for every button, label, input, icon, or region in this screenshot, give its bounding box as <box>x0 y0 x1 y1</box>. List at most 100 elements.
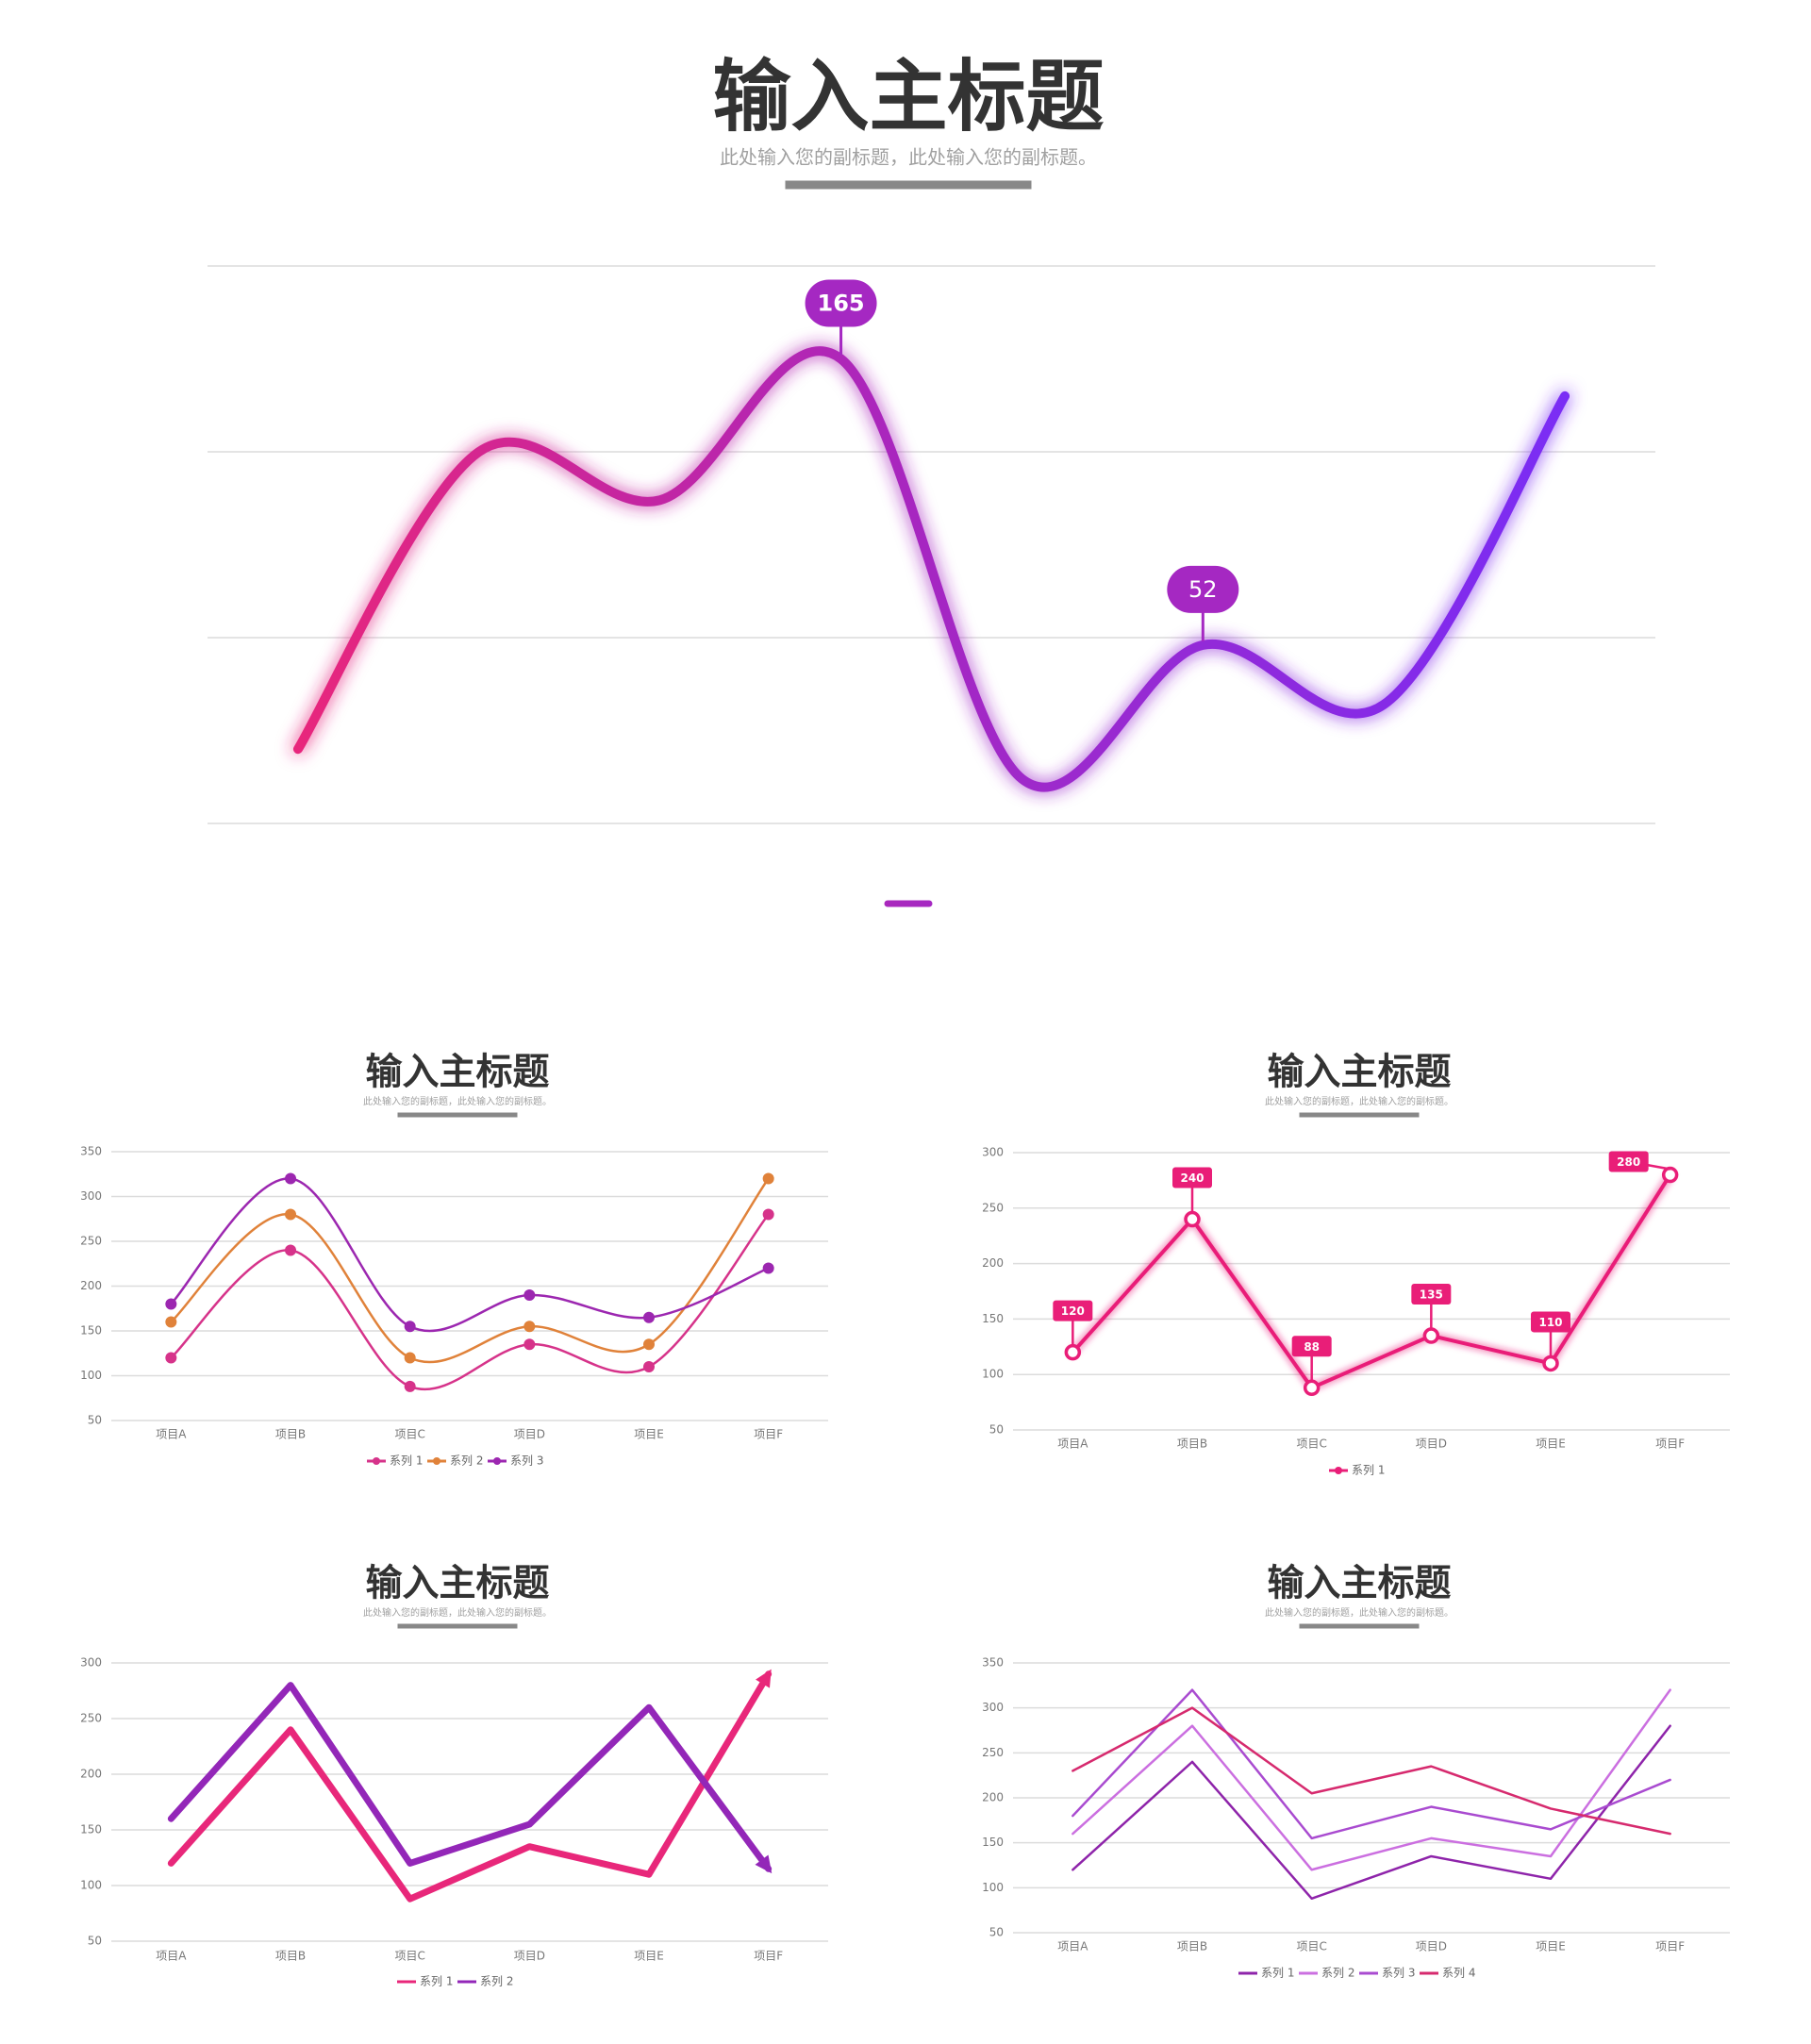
chart-title: 输入主标题 <box>1267 1563 1451 1605</box>
title-underline <box>1299 1112 1420 1118</box>
point-marker <box>523 1321 536 1333</box>
y-tick-label: 50 <box>88 1935 102 1948</box>
x-tick-label: 项目B <box>1177 1940 1207 1953</box>
point-marker <box>643 1311 655 1323</box>
chart-subtitle: 此处输入您的副标题，此处输入您的副标题。 <box>363 1095 552 1107</box>
title-underline <box>785 180 1032 190</box>
x-tick-label: 项目E <box>1536 1437 1566 1451</box>
chart-title: 输入主标题 <box>365 1563 549 1605</box>
x-tick-label: 项目F <box>1655 1940 1685 1953</box>
legend-dot <box>433 1457 440 1465</box>
chart-title: 输入主标题 <box>713 51 1105 142</box>
y-tick-label: 50 <box>989 1423 1004 1437</box>
legend-label: 系列 1 <box>420 1975 453 1988</box>
point-marker <box>165 1352 177 1364</box>
point-marker <box>762 1208 774 1221</box>
x-tick-label: 项目D <box>1416 1437 1447 1451</box>
x-tick-label: 项目C <box>394 1428 424 1441</box>
x-tick-label: 项目C <box>1296 1940 1326 1953</box>
point-marker <box>165 1298 177 1310</box>
y-tick-label: 100 <box>80 1879 102 1892</box>
y-tick-label: 200 <box>982 1791 1004 1804</box>
x-tick-label: 项目E <box>1536 1940 1566 1953</box>
data-label: 110 <box>1538 1316 1562 1329</box>
series-line <box>167 1682 773 1872</box>
x-tick-label: 项目B <box>275 1428 306 1441</box>
point-marker <box>404 1321 416 1333</box>
x-tick-label: 项目C <box>1296 1437 1326 1451</box>
data-label: 120 <box>1061 1305 1085 1318</box>
title-underline <box>397 1112 518 1118</box>
legend-dot <box>493 1457 501 1465</box>
point-marker <box>643 1361 655 1372</box>
series-line <box>167 1670 773 1903</box>
point-marker <box>1184 1210 1201 1228</box>
chart-title: 输入主标题 <box>365 1052 549 1094</box>
arrow-head <box>755 1854 773 1874</box>
point-marker <box>1303 1379 1321 1397</box>
point-marker <box>523 1289 536 1301</box>
y-tick-label: 100 <box>80 1369 102 1382</box>
legend-dot <box>373 1457 380 1465</box>
point-marker <box>285 1244 296 1256</box>
y-tick-label: 200 <box>80 1279 102 1292</box>
legend-label: 系列 2 <box>1321 1967 1354 1980</box>
y-tick-label: 100 <box>982 1368 1004 1381</box>
series-line <box>1072 1688 1671 1871</box>
x-tick-label: 项目B <box>1177 1437 1207 1451</box>
legend-label: 系列 3 <box>1382 1967 1415 1980</box>
y-tick-label: 150 <box>80 1324 102 1338</box>
series-line <box>1071 1172 1672 1390</box>
arrow-head <box>756 1669 772 1688</box>
label-box <box>1053 1300 1093 1321</box>
x-tick-label: 项目F <box>1655 1437 1685 1451</box>
label-box <box>1531 1311 1570 1333</box>
label-box <box>1291 1336 1332 1357</box>
x-tick-label: 项目F <box>754 1428 783 1441</box>
x-tick-label: 项目A <box>1057 1940 1088 1953</box>
x-tick-label: 项目C <box>394 1950 424 1963</box>
title-underline <box>1299 1623 1420 1629</box>
data-label: 240 <box>1180 1172 1204 1185</box>
x-tick-label: 项目B <box>275 1950 306 1963</box>
y-tick-label: 200 <box>982 1256 1004 1270</box>
series-line <box>1072 1688 1671 1840</box>
legend-label: 系列 2 <box>480 1975 513 1988</box>
title-underline <box>397 1623 518 1629</box>
y-tick-label: 150 <box>982 1312 1004 1325</box>
point-marker <box>1064 1343 1082 1361</box>
series-line <box>1072 1724 1671 1901</box>
data-label: 165 <box>818 291 865 317</box>
label-box <box>1608 1151 1649 1172</box>
legend-label: 系列 1 <box>1261 1967 1294 1980</box>
legend-label: 系列 3 <box>510 1454 543 1468</box>
point-marker <box>1422 1327 1440 1344</box>
x-tick-label: 项目D <box>514 1950 545 1963</box>
label-pill <box>1167 565 1239 613</box>
point-marker <box>643 1338 655 1351</box>
label-pill <box>805 279 877 327</box>
y-tick-label: 250 <box>80 1712 102 1725</box>
point-marker <box>523 1338 536 1351</box>
x-tick-label: 项目D <box>1416 1940 1447 1953</box>
y-tick-label: 300 <box>982 1701 1004 1714</box>
point-marker <box>285 1208 296 1221</box>
x-tick-label: 项目E <box>634 1428 664 1441</box>
y-tick-label: 50 <box>88 1414 102 1427</box>
y-tick-label: 300 <box>982 1146 1004 1159</box>
y-tick-label: 100 <box>982 1881 1004 1894</box>
chart-title: 输入主标题 <box>1267 1052 1451 1094</box>
series-line <box>170 1177 770 1364</box>
x-tick-label: 项目A <box>156 1950 187 1963</box>
label-box <box>1172 1167 1212 1188</box>
point-marker <box>404 1352 416 1364</box>
legend-label: 系列 1 <box>390 1454 423 1468</box>
series-line <box>292 346 1570 792</box>
y-tick-label: 350 <box>982 1656 1004 1670</box>
y-tick-label: 250 <box>982 1746 1004 1759</box>
y-tick-label: 300 <box>80 1189 102 1203</box>
